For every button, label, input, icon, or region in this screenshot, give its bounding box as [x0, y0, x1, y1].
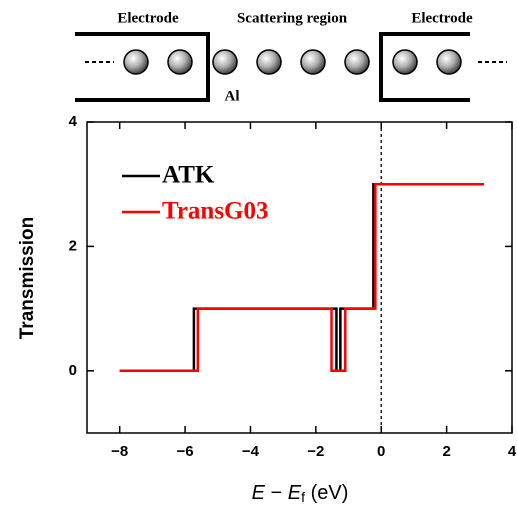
- x-label-part: (eV): [305, 482, 348, 504]
- y-tick-label: 4: [69, 113, 78, 130]
- legend-label: TransG03: [162, 198, 269, 225]
- atom: [212, 49, 238, 75]
- x-label-part: E: [252, 482, 266, 504]
- y-tick-label: 0: [69, 362, 77, 379]
- x-label-part: −: [265, 482, 288, 504]
- atoms: [123, 49, 462, 75]
- x-tick-label: 4: [508, 443, 517, 460]
- x-tick-label: 0: [377, 443, 385, 460]
- scattering-region-label: Scattering region: [237, 10, 348, 26]
- diagram: Electrode Scattering region Electrode Al: [75, 10, 507, 104]
- atom: [300, 49, 326, 75]
- series-line: [119, 182, 484, 373]
- x-tick-label: −6: [177, 443, 194, 460]
- atom: [344, 49, 370, 75]
- atom: [123, 49, 149, 75]
- y-axis-label: Transmission: [17, 217, 38, 340]
- x-tick-label: −2: [307, 443, 324, 460]
- x-tick-label: −8: [111, 443, 128, 460]
- x-axis-label: E − Ef (eV): [252, 482, 349, 504]
- plot-frame: [86, 121, 513, 434]
- atom: [436, 49, 462, 75]
- y-tick-label: 2: [69, 237, 77, 254]
- atom: [256, 49, 282, 75]
- x-label-part: E: [288, 482, 302, 504]
- left-electrode-label: Electrode: [117, 10, 179, 26]
- x-tick-label: 2: [442, 443, 450, 460]
- atom: [167, 49, 193, 75]
- atom-label: Al: [225, 88, 240, 104]
- legend-label: ATK: [162, 162, 215, 189]
- atom: [392, 49, 418, 75]
- x-tick-label: −4: [242, 443, 260, 460]
- right-electrode: [379, 32, 470, 102]
- right-electrode-label: Electrode: [411, 10, 473, 26]
- left-electrode: [75, 32, 210, 102]
- x-label-part: f: [301, 489, 305, 505]
- chart: Transmission E − Ef (eV) −8 −6 −4 −2 0 2 4 0 2 4 A…: [17, 113, 517, 505]
